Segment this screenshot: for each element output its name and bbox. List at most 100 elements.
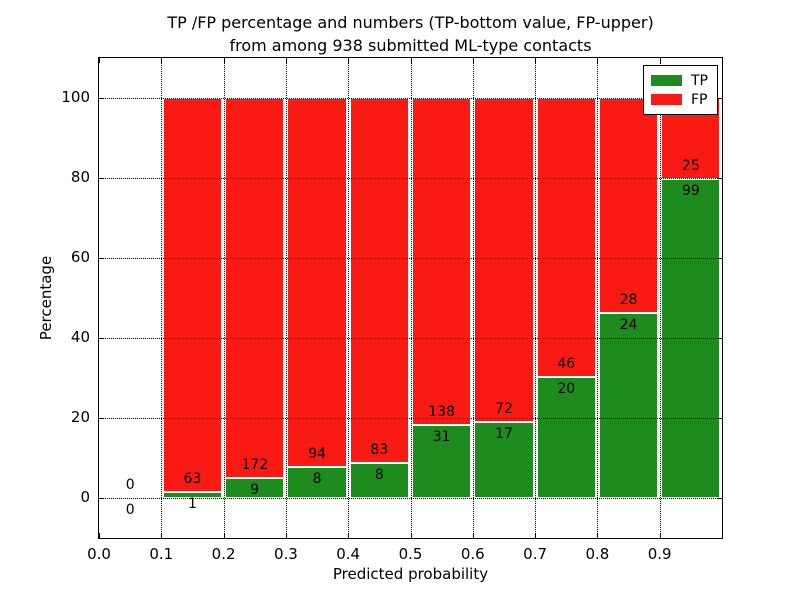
tp-count-label: 8 bbox=[312, 470, 322, 487]
x-axis-label: Predicted probability bbox=[332, 565, 489, 583]
fp-count-label: 28 bbox=[619, 292, 638, 309]
bar-segment-tp bbox=[349, 462, 409, 498]
bar-segment-fp bbox=[162, 98, 223, 492]
chart-title-line2: from among 938 submitted ML-type contact… bbox=[229, 36, 592, 55]
legend-label-fp: FP bbox=[691, 91, 708, 108]
x-tick-mark bbox=[285, 533, 287, 538]
vertical-gridline bbox=[410, 58, 412, 538]
fp-count-label: 46 bbox=[557, 355, 576, 372]
tp-count-label: 17 bbox=[495, 425, 513, 442]
x-tick-mark bbox=[223, 58, 225, 63]
tp-count-label: 31 bbox=[432, 428, 451, 445]
y-tick-mark bbox=[717, 98, 722, 99]
y-tick-label: 40 bbox=[70, 328, 90, 346]
y-tick-label: 0 bbox=[80, 488, 90, 506]
chart-title: TP /FP percentage and numbers (TP-bottom… bbox=[99, 11, 722, 57]
x-tick-label: 0.0 bbox=[87, 545, 111, 563]
fp-count-label: 72 bbox=[495, 400, 513, 417]
bar-segment-tp bbox=[474, 421, 534, 498]
x-tick-label: 0.6 bbox=[460, 545, 485, 563]
tp-count-label: 24 bbox=[619, 317, 638, 334]
y-tick-mark bbox=[99, 98, 104, 99]
vertical-gridline bbox=[285, 58, 287, 538]
x-tick-mark bbox=[99, 533, 100, 538]
x-tick-mark bbox=[223, 533, 225, 538]
y-tick-mark bbox=[99, 338, 104, 339]
bar-segment-fp bbox=[225, 98, 285, 479]
legend-box: TP FP bbox=[643, 65, 718, 115]
x-tick-label: 0.3 bbox=[273, 545, 298, 563]
y-tick-mark bbox=[717, 258, 722, 259]
bar-segment-fp bbox=[598, 98, 659, 314]
tp-count-label: 20 bbox=[557, 380, 576, 397]
chart-title-line1: TP /FP percentage and numbers (TP-bottom… bbox=[167, 13, 654, 32]
x-tick-mark bbox=[99, 58, 100, 63]
y-tick-mark bbox=[717, 498, 722, 499]
x-tick-label: 0.8 bbox=[585, 545, 610, 563]
vertical-gridline bbox=[223, 58, 225, 538]
y-tick-mark bbox=[99, 258, 104, 259]
fp-count-label: 138 bbox=[428, 403, 456, 420]
bar-segment-fp bbox=[474, 98, 534, 422]
fp-count-label: 172 bbox=[241, 457, 269, 474]
fp-count-label: 0 bbox=[125, 477, 135, 493]
x-tick-mark bbox=[410, 533, 412, 538]
y-tick-label: 80 bbox=[70, 168, 90, 186]
bar-segment-fp bbox=[536, 98, 596, 377]
plot-area: TP FP 0 0 63 1 172 9 94 8 83 8 138 31 72 17 46 20 28 24 25… bbox=[98, 57, 723, 539]
y-tick-mark bbox=[99, 418, 104, 419]
x-tick-label: 0.2 bbox=[211, 545, 236, 563]
x-tick-mark bbox=[535, 533, 537, 538]
bar-segment-fp bbox=[412, 98, 472, 425]
bar-segment-tp bbox=[162, 491, 223, 498]
vertical-gridline bbox=[348, 58, 350, 538]
x-tick-mark bbox=[659, 58, 661, 63]
x-tick-mark bbox=[472, 58, 474, 63]
x-tick-label: 0.9 bbox=[647, 545, 672, 563]
y-tick-mark bbox=[99, 178, 104, 179]
bar-segment-tp bbox=[598, 313, 659, 498]
y-tick-label: 60 bbox=[70, 248, 90, 266]
fp-count-label: 83 bbox=[370, 441, 389, 458]
fp-count-label: 94 bbox=[308, 445, 326, 462]
x-tick-mark bbox=[472, 533, 474, 538]
bar-segment-tp bbox=[536, 376, 596, 498]
x-tick-mark bbox=[348, 58, 350, 63]
x-tick-label: 0.5 bbox=[398, 545, 423, 563]
vertical-gridline bbox=[659, 58, 661, 538]
bar-segment-tp bbox=[287, 466, 347, 498]
vertical-gridline bbox=[161, 58, 163, 538]
tp-count-label: 99 bbox=[681, 182, 700, 199]
tp-count-label: 9 bbox=[250, 482, 260, 499]
bar-segment-fp bbox=[287, 98, 347, 467]
y-tick-label: 100 bbox=[61, 88, 90, 106]
vertical-gridline bbox=[472, 58, 474, 538]
tp-count-label: 0 bbox=[125, 502, 135, 518]
y-tick-mark bbox=[99, 498, 104, 499]
x-tick-label: 0.1 bbox=[149, 545, 174, 563]
tp-count-label: 8 bbox=[374, 466, 384, 483]
x-tick-mark bbox=[597, 58, 599, 63]
x-tick-mark bbox=[659, 533, 661, 538]
x-tick-mark bbox=[410, 58, 412, 63]
tp-color-swatch bbox=[651, 75, 682, 86]
x-tick-label: 0.7 bbox=[523, 545, 548, 563]
x-tick-label: 0.4 bbox=[336, 545, 361, 563]
x-tick-mark bbox=[285, 58, 287, 63]
bar-segment-tp bbox=[412, 424, 472, 498]
x-tick-mark bbox=[535, 58, 537, 63]
y-tick-label: 20 bbox=[70, 408, 90, 426]
legend-item-tp: TP bbox=[651, 71, 708, 90]
fp-color-swatch bbox=[651, 94, 682, 105]
bar-segment-tp bbox=[225, 478, 285, 498]
x-tick-mark bbox=[597, 533, 599, 538]
x-tick-mark bbox=[161, 58, 163, 63]
vertical-gridline bbox=[597, 58, 599, 538]
fp-count-label: 63 bbox=[183, 470, 202, 487]
y-tick-mark bbox=[717, 418, 722, 419]
x-tick-mark bbox=[161, 533, 163, 538]
bar-segment-fp bbox=[349, 98, 409, 463]
tp-count-label: 1 bbox=[187, 495, 197, 512]
vertical-gridline bbox=[535, 58, 537, 538]
